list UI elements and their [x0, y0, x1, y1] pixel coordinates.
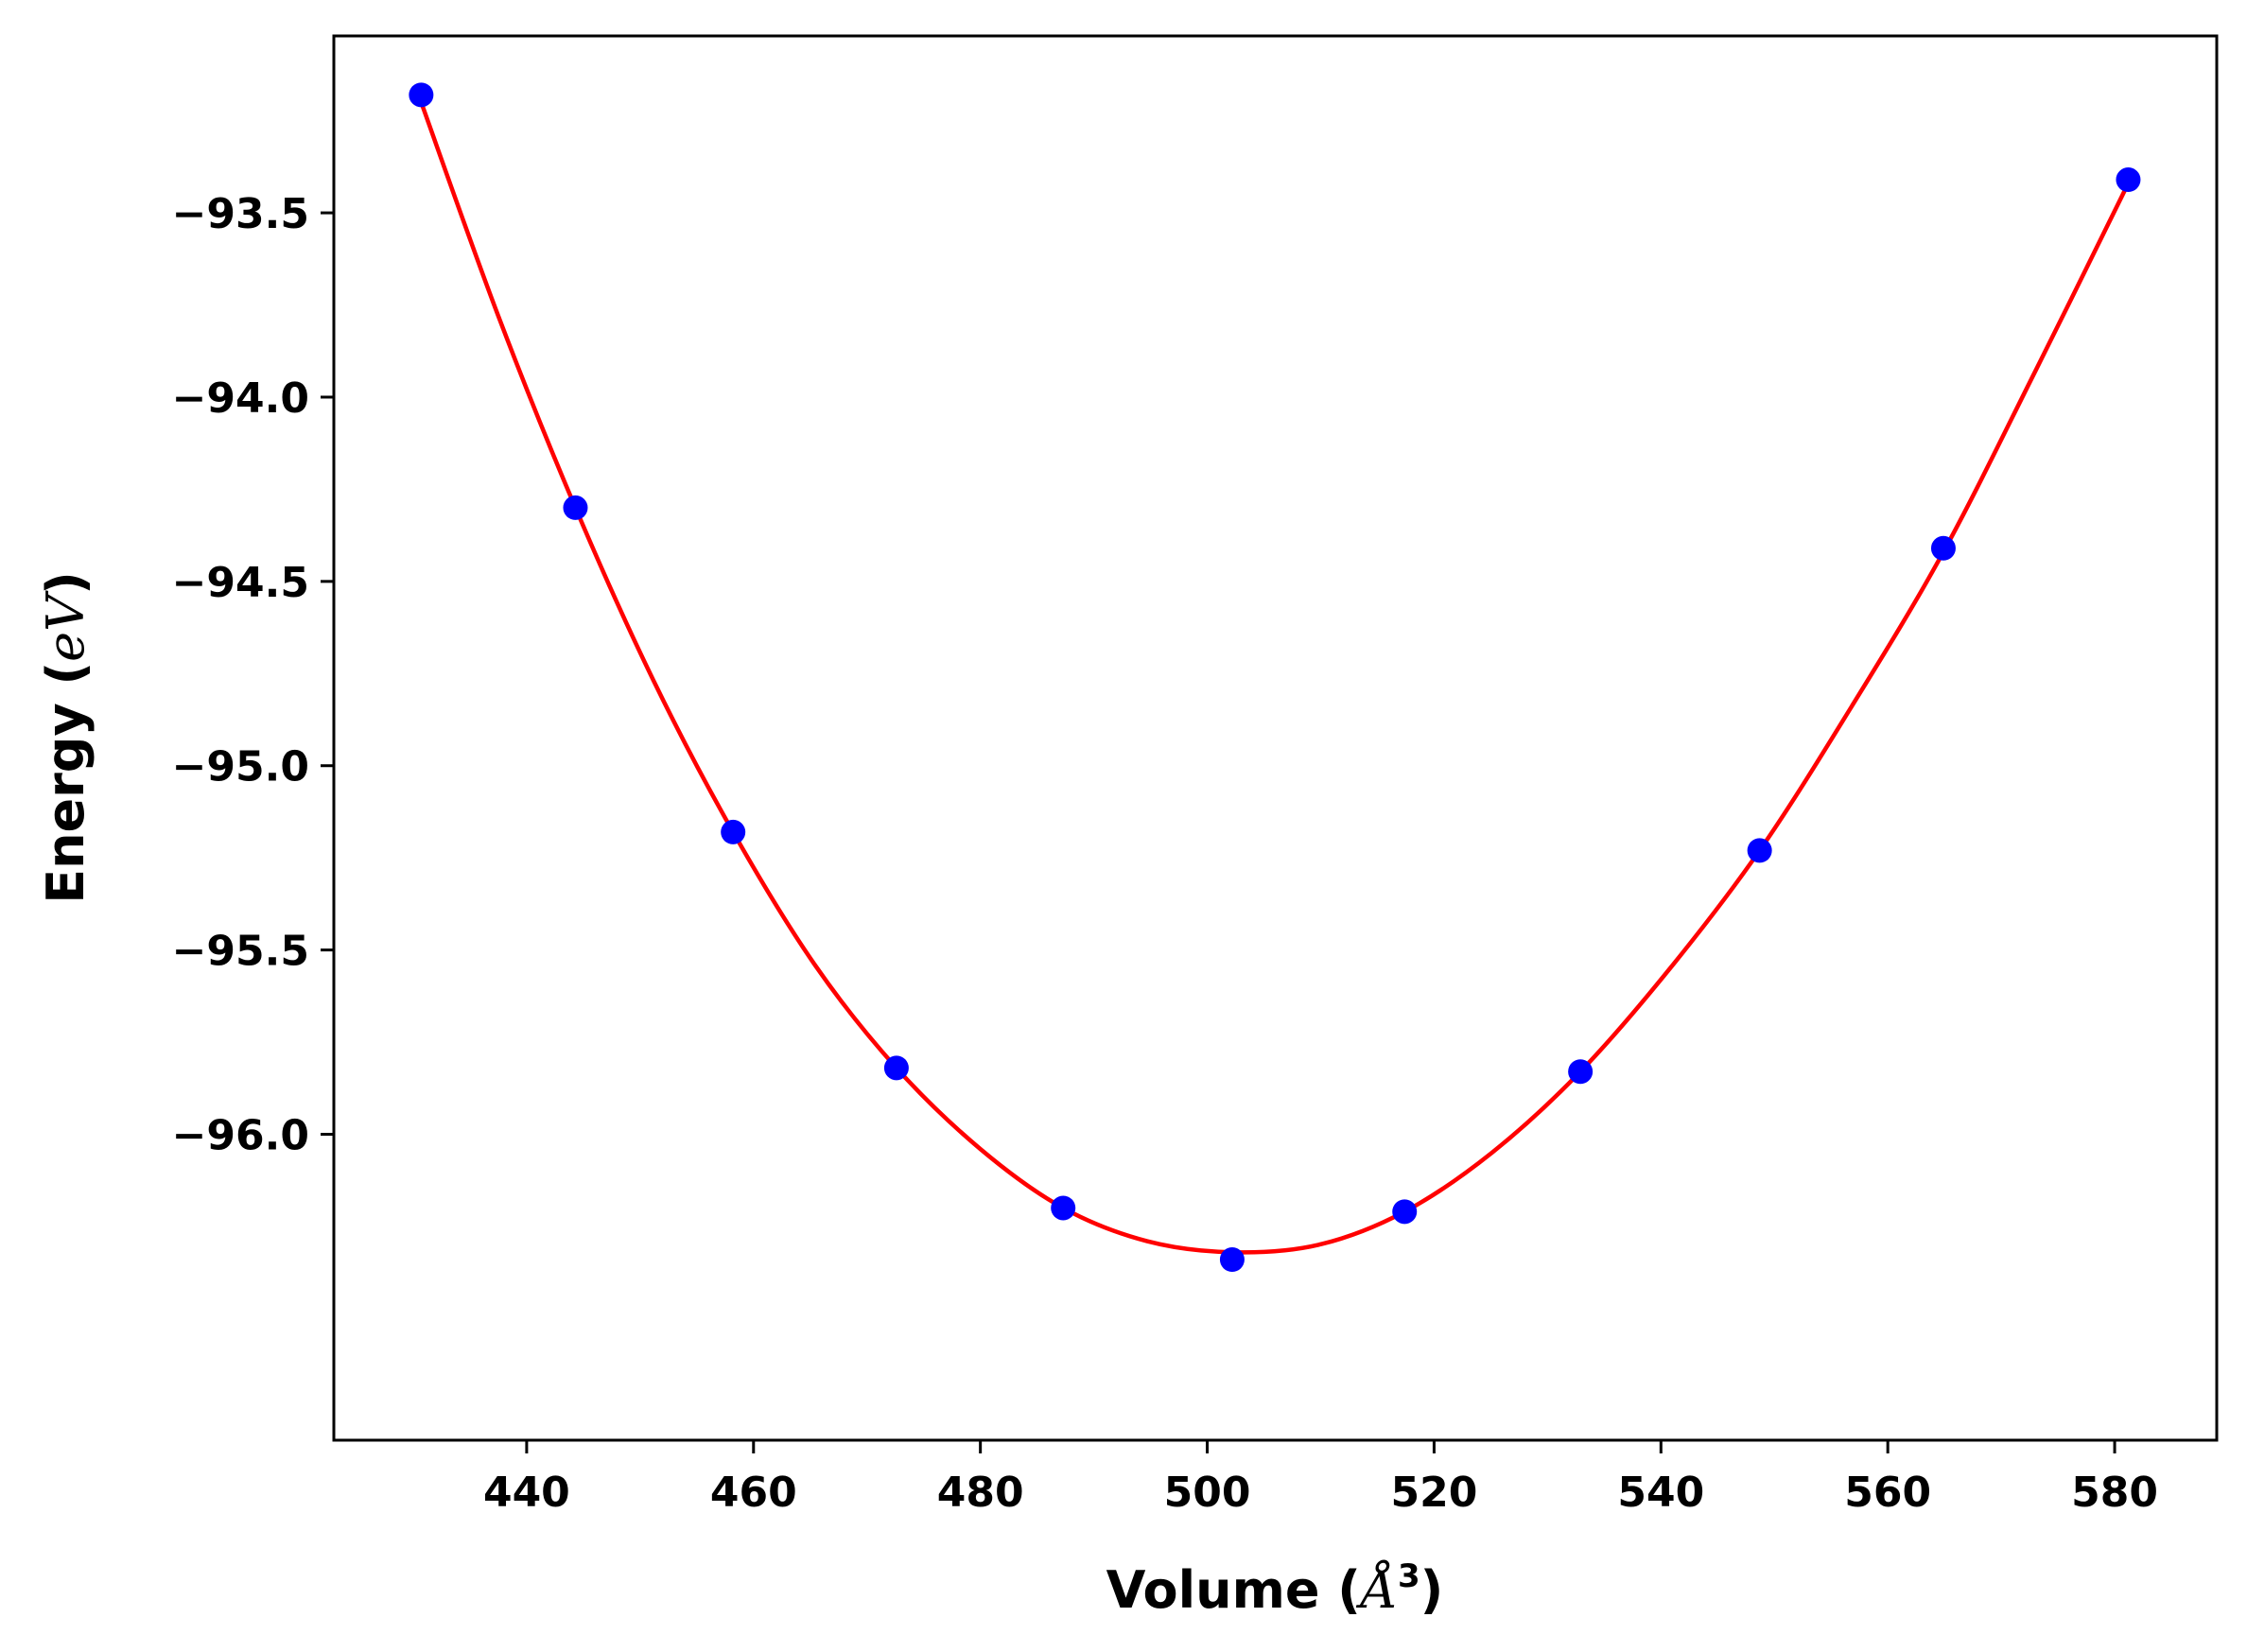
y-axis: −93.5 −94.0 −94.5 −95.0 −95.5 −96.0 [172, 190, 334, 1159]
y-tick-label--96: −96.0 [172, 1111, 309, 1159]
y-tick-label--94.5: −94.5 [172, 559, 309, 607]
data-point-3 [883, 1055, 909, 1081]
data-point-2 [721, 819, 746, 844]
x-tick-label-480: 480 [937, 1469, 1024, 1517]
y-tick-label--95: −95.0 [172, 743, 309, 791]
fit-line [419, 101, 2131, 1255]
x-axis-label-unit: Å [1355, 1558, 1398, 1620]
data-point-8 [1747, 838, 1772, 863]
x-tick-label-460: 460 [710, 1469, 797, 1517]
data-point-9 [1930, 535, 1956, 561]
x-tick-label-540: 540 [1617, 1469, 1704, 1517]
y-axis-label: Energy (eV) [36, 571, 96, 904]
x-tick-label-500: 500 [1164, 1469, 1251, 1517]
y-axis-label-unit: eV [36, 590, 96, 662]
x-axis: 440 460 480 500 520 540 560 580 [483, 1440, 2158, 1517]
plot-content [409, 82, 2141, 1273]
plot-frame [332, 34, 2219, 1442]
data-point-7 [1568, 1059, 1594, 1085]
data-point-1 [563, 495, 588, 520]
data-point-5 [1219, 1247, 1245, 1273]
data-point-4 [1051, 1195, 1076, 1221]
x-tick-label-580: 580 [2071, 1469, 2158, 1517]
y-tick-label--93.5: −93.5 [172, 190, 309, 238]
x-tick-label-440: 440 [483, 1469, 570, 1517]
x-tick-label-520: 520 [1390, 1469, 1477, 1517]
x-axis-label-text: Volume [1106, 1560, 1320, 1620]
x-axis-label-unit-exp: 3 [1398, 1557, 1420, 1595]
data-point-6 [1392, 1199, 1418, 1225]
x-tick-label-560: 560 [1844, 1469, 1931, 1517]
data-point-10 [2116, 167, 2141, 193]
y-tick-label--95.5: −95.5 [172, 928, 309, 976]
y-tick-label--94: −94.0 [172, 374, 309, 423]
y-axis-label-text: Energy [36, 703, 96, 903]
data-point-0 [409, 82, 434, 108]
x-axis-label: Volume (Å3) [1106, 1557, 1444, 1620]
